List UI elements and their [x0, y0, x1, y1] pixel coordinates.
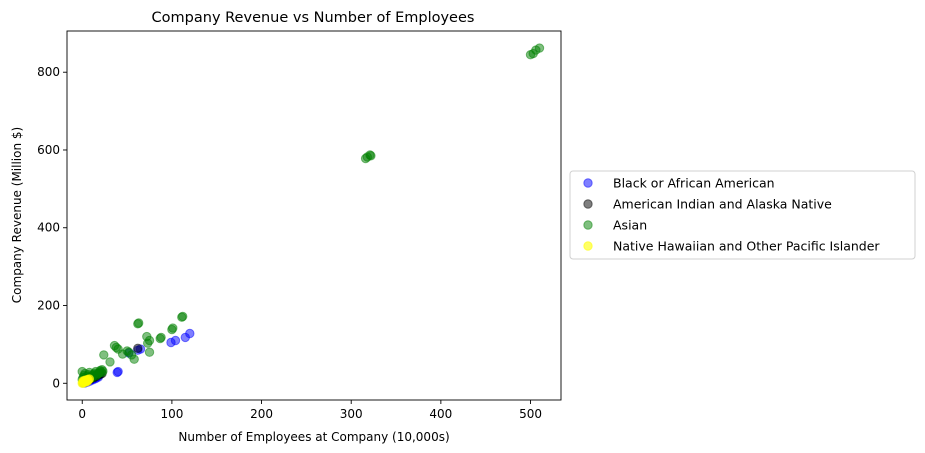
data-point-series-2-26 — [105, 357, 115, 367]
data-point-series-2-50 — [366, 151, 376, 161]
y-tick-label: 600 — [37, 143, 60, 157]
x-axis-label: Number of Employees at Company (10,000s) — [178, 430, 449, 444]
y-tick-label: 0 — [52, 376, 60, 390]
legend-frame — [569, 170, 916, 260]
x-tick-label: 400 — [429, 407, 452, 421]
y-tick-label: 800 — [37, 65, 60, 79]
y-axis-ticks: 0 200 400 600 800 — [37, 65, 67, 390]
legend-marker-2 — [583, 220, 593, 230]
legend-marker-0 — [583, 178, 593, 188]
y-axis-label: Company Revenue (Million $) — [10, 127, 24, 303]
data-point-series-2-54 — [534, 43, 545, 53]
legend-label-1: American Indian and Alaska Native — [613, 197, 832, 212]
data-point-series-3-15 — [78, 376, 88, 386]
data-point-series-2-36 — [134, 318, 144, 328]
legend-label-2: Asian — [613, 218, 647, 233]
data-point-series-0-27 — [113, 366, 123, 377]
data-point-series-2-34 — [129, 354, 139, 364]
data-point-series-2-44 — [168, 323, 178, 333]
legend-marker-3 — [583, 241, 593, 251]
legend-items: Black or African American American Indian… — [583, 176, 880, 254]
data-point-series-2-25 — [99, 350, 109, 360]
x-tick-label: 0 — [78, 407, 86, 421]
data-point-series-1-11 — [133, 343, 143, 353]
data-point-series-2-46 — [178, 311, 188, 322]
plot-points — [77, 43, 545, 388]
x-tick-label: 300 — [340, 407, 363, 421]
legend-label-3: Native Hawaiian and Other Pacific Island… — [613, 239, 880, 254]
x-tick-label: 500 — [519, 407, 542, 421]
legend-label-0: Black or African American — [613, 176, 775, 191]
y-tick-label: 200 — [37, 299, 60, 313]
x-tick-label: 100 — [160, 407, 183, 421]
x-tick-label: 200 — [250, 407, 273, 421]
chart-title: Company Revenue vs Number of Employees — [152, 10, 475, 26]
plot-frame — [66, 30, 562, 401]
y-tick-label: 400 — [37, 221, 60, 235]
x-axis-ticks: 0 100 200 300 400 500 — [78, 400, 542, 421]
data-point-series-2-24 — [94, 368, 105, 378]
data-point-series-2-40 — [144, 335, 155, 346]
legend-marker-1 — [583, 199, 593, 209]
data-point-series-2-42 — [156, 332, 166, 343]
data-point-series-0-34 — [185, 328, 195, 339]
data-point-series-2-39 — [144, 347, 155, 357]
data-point-series-0-32 — [170, 335, 181, 346]
legend: Black or African American American Indian… — [569, 170, 916, 260]
